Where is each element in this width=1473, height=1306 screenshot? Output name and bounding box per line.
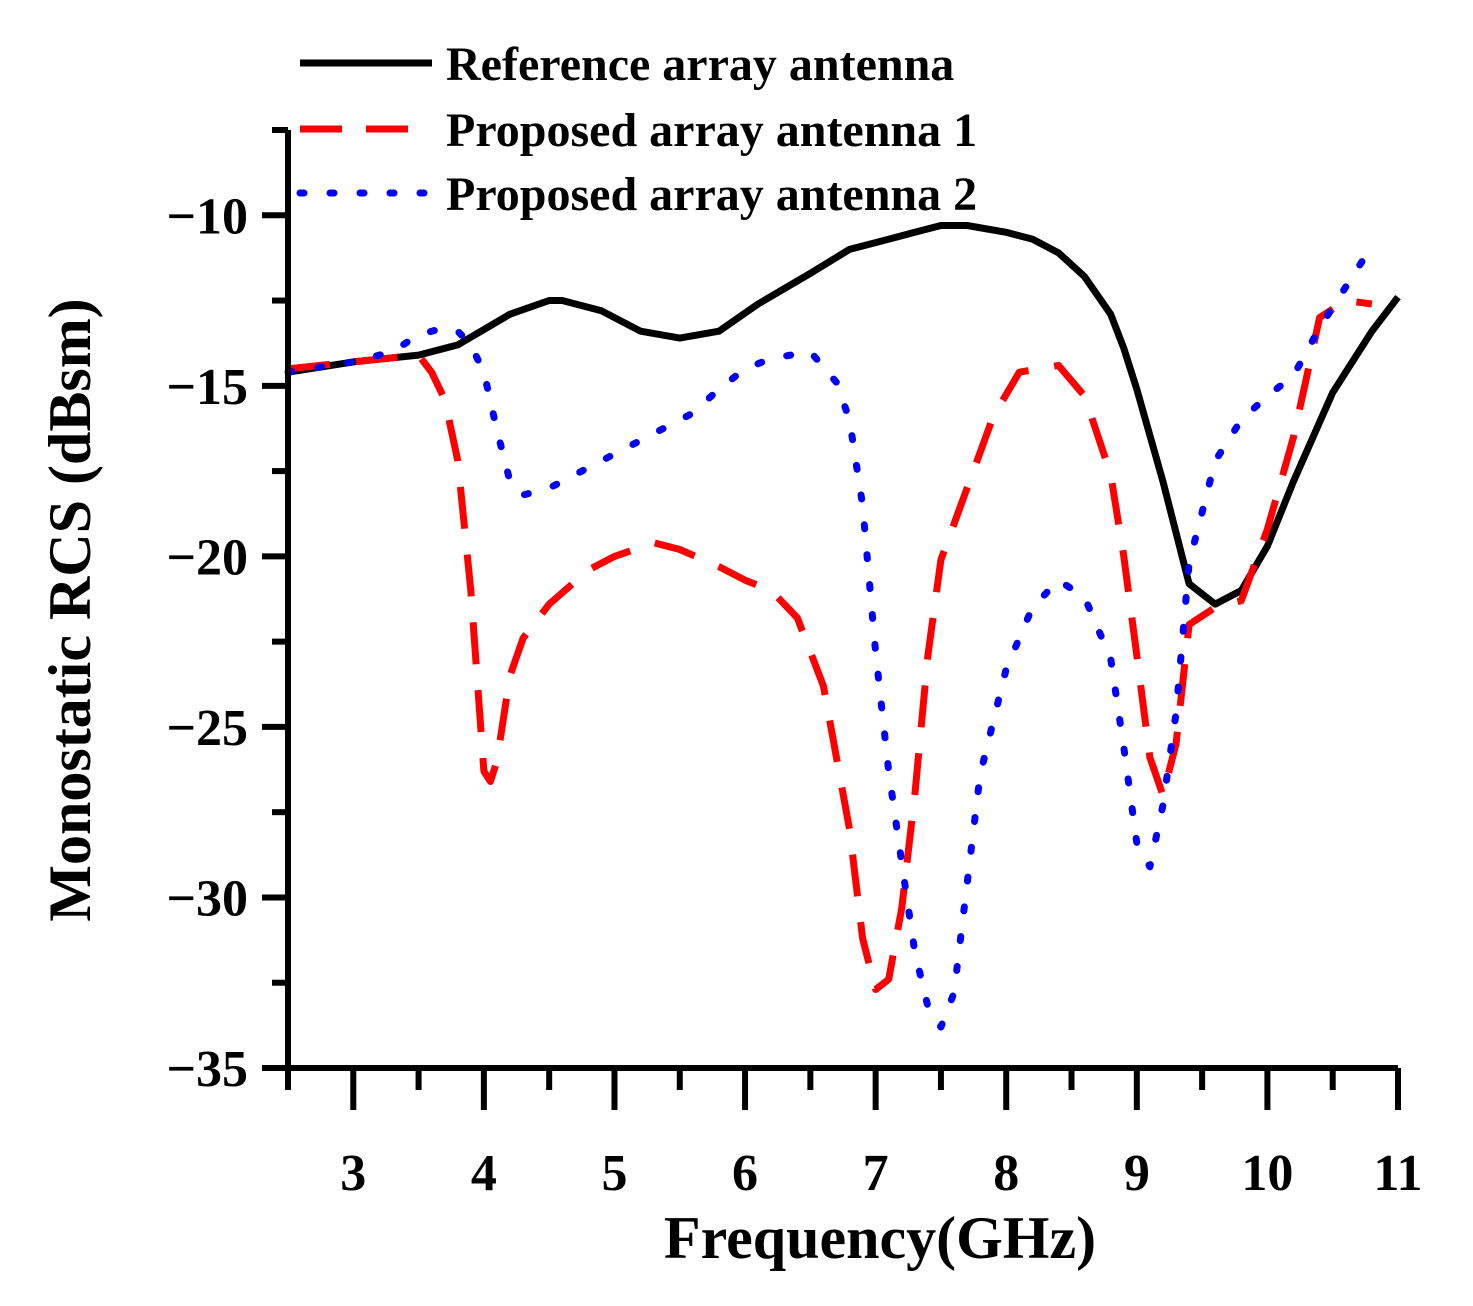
y-tick-label: −35 [166, 1041, 248, 1098]
y-axis-title: Monostatic RCS (dBsm) [37, 298, 103, 921]
legend-label-2: Proposed array antenna 1 [446, 104, 977, 157]
plot-area: −35 −30 −25 −20 −15 −10 3 4 5 6 7 8 9 10 11 [166, 127, 1423, 1202]
y-tick-label: −10 [166, 188, 248, 245]
y-axis-ticks: −35 −30 −25 −20 −15 −10 [166, 127, 288, 1098]
y-tick-label: −25 [166, 700, 248, 757]
x-tick-label: 9 [1124, 1145, 1150, 1202]
x-axis-ticks: 3 4 5 6 7 8 9 10 11 [285, 1068, 1423, 1202]
series-line-3 [284, 242, 1376, 1031]
legend-label-3: Proposed array antenna 2 [446, 168, 977, 221]
y-tick-label: −30 [166, 870, 248, 927]
x-tick-label: 5 [601, 1145, 627, 1202]
series-line-2 [287, 297, 1373, 993]
series-line-1 [287, 222, 1401, 608]
x-tick-label: 3 [340, 1145, 366, 1202]
x-axis-title: Frequency(GHz) [664, 1205, 1096, 1271]
x-tick-label: 4 [471, 1145, 497, 1202]
x-tick-label: 8 [993, 1145, 1019, 1202]
series-layer [284, 222, 1401, 1031]
x-tick-label: 10 [1241, 1145, 1293, 1202]
x-tick-label: 6 [732, 1145, 758, 1202]
y-tick-label: −15 [166, 359, 248, 416]
y-tick-label: −20 [166, 529, 248, 586]
legend-label-1: Reference array antenna [446, 38, 954, 91]
legend: Reference array antenna Proposed array an… [296, 38, 977, 221]
x-tick-label: 7 [863, 1145, 889, 1202]
x-tick-label: 11 [1373, 1145, 1422, 1202]
